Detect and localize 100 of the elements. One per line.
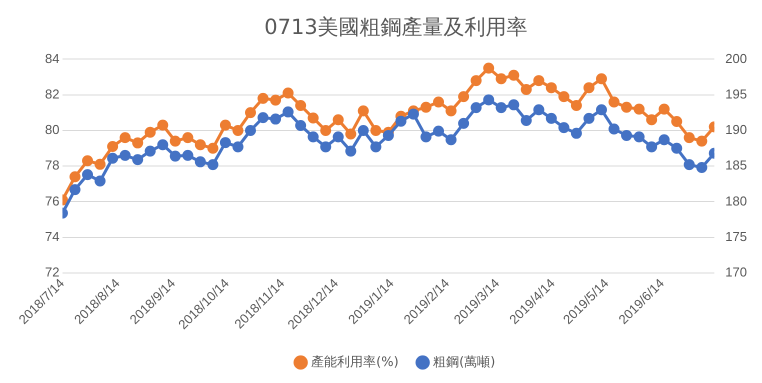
point [684,159,695,170]
point [395,116,406,127]
y2-tick-label: 200 [725,50,748,66]
point [244,124,256,136]
point [671,142,682,154]
point [144,146,156,157]
point [583,82,594,94]
point [295,120,306,131]
point [308,112,319,124]
point [520,84,532,95]
point [446,105,457,116]
point [258,112,269,124]
chart-title: 0713美國粗鋼產量及利用率 [264,15,528,40]
point [232,124,244,136]
point [608,124,620,135]
point [320,141,332,152]
point [671,116,682,128]
legend-label: 產能利用率(%) [311,354,399,370]
point [132,137,144,148]
point [258,92,269,104]
y2-tick-label: 180 [725,193,748,208]
point [358,124,369,136]
point [583,112,594,124]
y-tick-label: 72 [44,264,60,280]
point [370,124,382,136]
legend-label: 粗鋼(萬噸) [433,354,496,370]
y2-tick-label: 175 [725,228,748,244]
point [496,102,507,114]
y2-tick-label: 185 [725,158,748,173]
point [570,128,582,139]
point [608,96,620,108]
point [107,152,118,164]
point [520,114,532,126]
point [332,131,344,142]
point [358,105,369,116]
point [82,169,94,180]
point [470,102,482,114]
point [646,141,658,152]
point [470,75,482,86]
point [596,104,607,116]
point [170,136,181,147]
point [270,94,282,106]
point [382,130,394,141]
point [182,150,194,161]
point [107,140,118,152]
y2-tick-label: 190 [725,122,748,138]
point [533,104,544,116]
point [220,137,231,148]
point [646,114,658,126]
point [533,75,544,86]
point [194,139,206,150]
point [420,131,432,142]
point [82,155,94,166]
point [308,131,319,142]
point [508,99,520,110]
point [232,141,244,152]
point [295,100,306,112]
point [332,114,344,126]
y-tick-label: 82 [44,86,60,102]
point [320,124,332,136]
point [207,142,218,154]
y-tick-label: 76 [44,193,60,208]
point [345,146,356,157]
point [696,136,708,147]
point [69,184,80,196]
point [408,108,419,120]
point [433,96,444,108]
point [370,141,382,152]
y-tick-label: 80 [44,122,60,138]
point [570,100,582,112]
point [207,159,218,170]
point [696,162,708,174]
point [634,131,645,142]
point [558,91,570,102]
y-tick-label: 78 [44,158,60,173]
point [282,88,294,99]
point [144,126,156,138]
point [596,73,607,84]
point [508,70,520,81]
point [282,106,294,118]
point [182,132,194,144]
point [170,150,181,162]
point [220,120,231,131]
point [270,114,282,125]
point [483,62,494,74]
point [244,107,256,118]
point [94,176,106,187]
point [621,130,632,141]
point [446,134,457,146]
point [621,102,632,113]
point [496,73,507,84]
point [69,171,80,182]
point [120,132,131,144]
point [684,132,695,144]
point [458,118,470,129]
point [634,104,645,115]
point [94,158,106,170]
point [157,120,168,131]
point [433,126,444,137]
point [194,156,206,168]
